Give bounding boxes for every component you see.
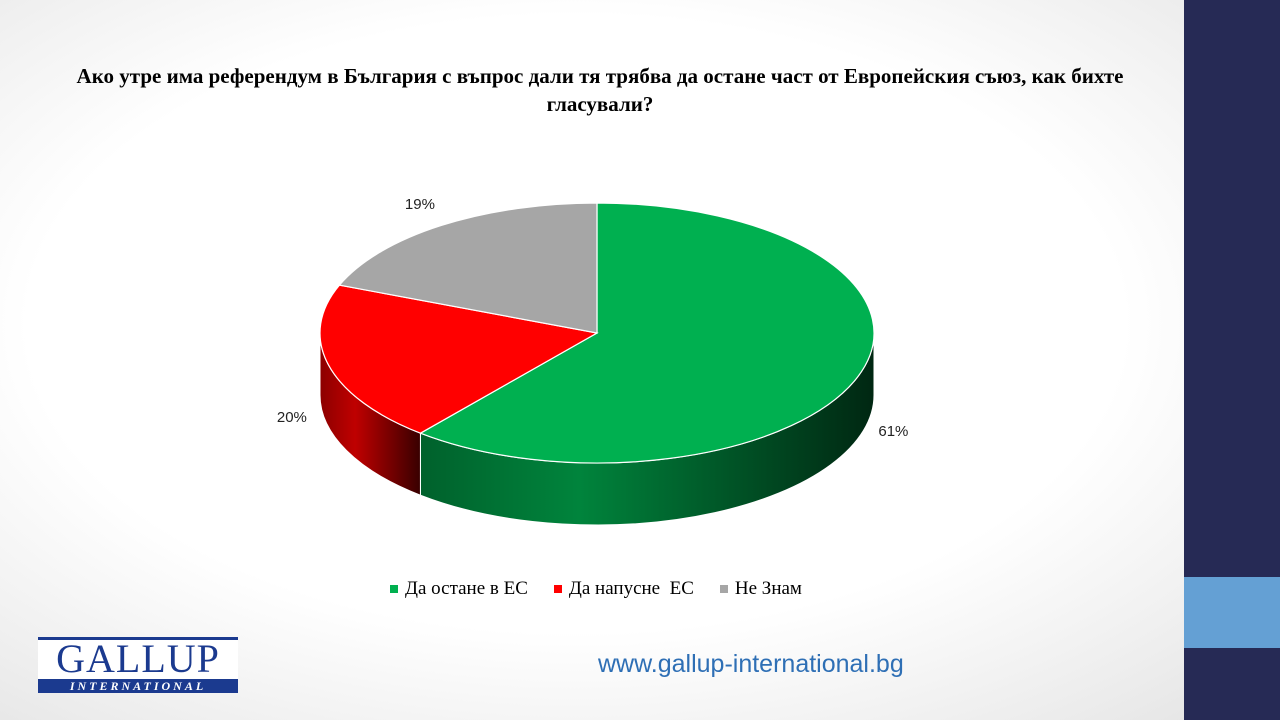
pie-slice-leave <box>319 284 599 434</box>
chart-title: Ако утре има референдум в България с въп… <box>76 64 1124 116</box>
legend-swatch-dont-know <box>719 585 728 593</box>
logo-wordmark: GALLUP <box>38 637 238 679</box>
legend-item-stay: Да остане в ЕС <box>390 578 528 600</box>
legend-item-leave: Да напусне ЕС <box>553 578 694 600</box>
logo-subtitle: INTERNATIONAL <box>38 679 238 693</box>
data-label-dont-know: 19% <box>405 196 435 213</box>
legend-label-leave: Да напусне ЕС <box>568 578 694 599</box>
legend-label-stay: Да остане в ЕС <box>405 578 528 599</box>
legend-label-dont-know: Не Знам <box>734 578 802 599</box>
pie-chart: 61% 20% 19% <box>277 196 908 526</box>
chart-legend: Да остане в ЕС Да напусне ЕС Не Знам <box>0 578 1192 600</box>
gallup-logo: GALLUP INTERNATIONAL <box>38 637 238 693</box>
data-label-leave: 20% <box>277 409 307 426</box>
legend-item-dont-know: Не Знам <box>719 578 802 600</box>
website-url[interactable]: www.gallup-international.bg <box>598 650 904 678</box>
pie-slice-dont-know <box>338 202 598 334</box>
data-label-stay: 61% <box>878 423 908 440</box>
legend-swatch-leave <box>553 585 562 593</box>
pie-slice-stay <box>419 202 875 464</box>
sidebar-accent-block <box>1184 577 1280 648</box>
legend-swatch-stay <box>390 585 399 593</box>
